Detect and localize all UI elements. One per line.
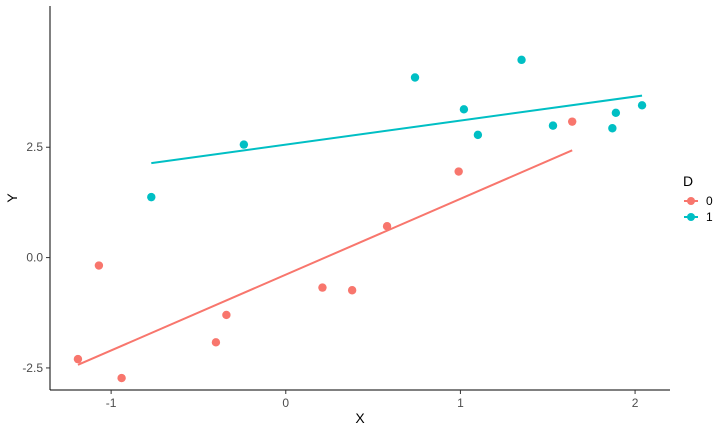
y-tick-label: -2.5 bbox=[22, 361, 43, 375]
fit-line-0 bbox=[77, 149, 573, 366]
legend-label-0: 0 bbox=[706, 194, 713, 208]
data-point-1 bbox=[548, 121, 558, 130]
data-point-0 bbox=[222, 310, 231, 320]
data-point-0 bbox=[318, 283, 327, 292]
y-ticks: -2.5 0.0 2.5 bbox=[22, 140, 50, 375]
legend-label-1: 1 bbox=[706, 210, 713, 224]
data-point-0 bbox=[382, 222, 392, 231]
y-tick-label: 0.0 bbox=[26, 251, 43, 265]
legend-items: 01 bbox=[684, 194, 713, 224]
data-point-1 bbox=[147, 192, 156, 202]
x-tick-label: 0 bbox=[282, 396, 289, 410]
fit-line-1 bbox=[151, 94, 643, 165]
data-point-1 bbox=[611, 108, 621, 118]
x-tick-label: 2 bbox=[632, 396, 639, 410]
data-point-0 bbox=[117, 373, 126, 383]
x-tick-label: 1 bbox=[457, 396, 464, 410]
y-axis-title: Y bbox=[4, 193, 20, 203]
x-tick-label: -1 bbox=[106, 396, 117, 410]
legend: D 01 bbox=[683, 173, 713, 224]
data-point-1 bbox=[239, 140, 249, 149]
data-point-0 bbox=[347, 286, 357, 295]
y-tick-label: 2.5 bbox=[26, 140, 43, 154]
data-point-0 bbox=[94, 261, 104, 270]
fit-lines bbox=[77, 94, 643, 366]
data-point-1 bbox=[517, 55, 526, 65]
data-point-0 bbox=[73, 354, 83, 364]
data-points bbox=[73, 55, 647, 383]
data-point-1 bbox=[608, 124, 617, 133]
axes bbox=[49, 6, 670, 391]
x-ticks: -1 0 1 2 bbox=[106, 390, 639, 410]
x-axis-title: X bbox=[355, 410, 365, 426]
data-point-0 bbox=[454, 167, 463, 176]
data-point-0 bbox=[567, 117, 577, 126]
data-point-1 bbox=[410, 73, 420, 82]
data-point-0 bbox=[211, 338, 221, 347]
data-point-1 bbox=[637, 101, 647, 110]
legend-title: D bbox=[683, 173, 693, 189]
data-point-1 bbox=[459, 105, 469, 114]
data-point-1 bbox=[473, 130, 483, 140]
legend-key-point-1 bbox=[687, 213, 695, 221]
legend-key-point-0 bbox=[687, 197, 695, 205]
